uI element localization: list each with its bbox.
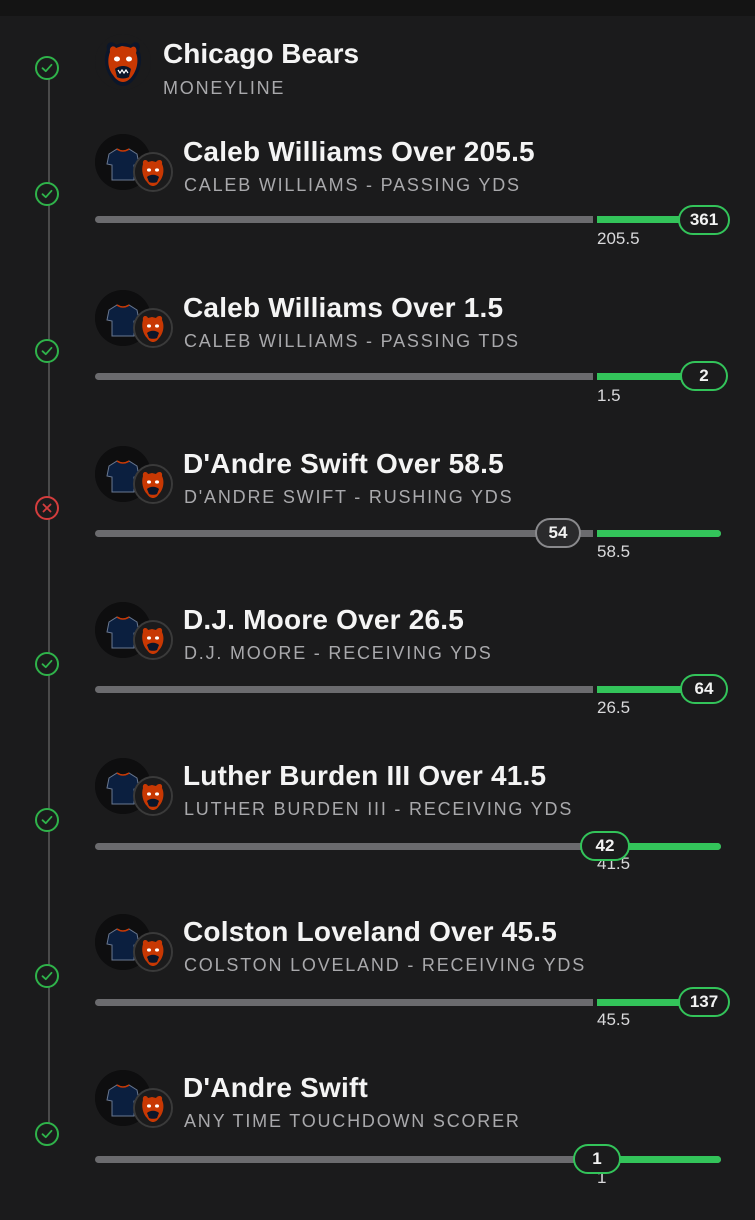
status-won-icon bbox=[35, 808, 59, 832]
actual-value-pill: 64 bbox=[680, 674, 728, 704]
progress-fill bbox=[597, 999, 721, 1006]
status-won-icon bbox=[35, 1122, 59, 1146]
leg-row[interactable]: D'Andre Swift ANY TIME TOUCHDOWN SCORER … bbox=[0, 1070, 755, 1220]
progress-fill bbox=[597, 216, 721, 223]
bears-badge-icon bbox=[133, 620, 173, 660]
leg-subtitle: D.J. MOORE - RECEIVING YDS bbox=[184, 643, 493, 663]
status-won-icon bbox=[35, 652, 59, 676]
bears-logo-icon bbox=[95, 34, 151, 90]
line-marker bbox=[593, 373, 597, 380]
line-value: 1.5 bbox=[597, 386, 621, 405]
line-value: 1 bbox=[597, 1168, 607, 1187]
timeline-line bbox=[48, 68, 50, 1134]
player-avatar bbox=[95, 290, 151, 346]
market-label: MONEYLINE bbox=[163, 78, 286, 98]
progress-fill bbox=[597, 686, 721, 693]
leg-row[interactable]: D'Andre Swift Over 58.5 D'ANDRE SWIFT - … bbox=[0, 446, 755, 596]
status-won-icon bbox=[35, 182, 59, 206]
actual-value-pill: 54 bbox=[535, 518, 581, 548]
status-won-icon bbox=[35, 339, 59, 363]
progress-track bbox=[95, 843, 721, 850]
status-lost-icon bbox=[35, 496, 59, 520]
line-value: 26.5 bbox=[597, 698, 631, 717]
leg-title: Caleb Williams Over 205.5 bbox=[183, 136, 535, 167]
bears-badge-icon bbox=[133, 464, 173, 504]
leg-title: Luther Burden III Over 41.5 bbox=[183, 760, 547, 791]
line-value: 205.5 bbox=[597, 229, 640, 248]
line-value: 45.5 bbox=[597, 1010, 631, 1029]
status-won-icon bbox=[35, 56, 59, 80]
leg-title: D.J. Moore Over 26.5 bbox=[183, 604, 465, 635]
status-won-icon bbox=[35, 964, 59, 988]
progress-fill bbox=[597, 843, 721, 850]
team-name[interactable]: Chicago Bears bbox=[163, 38, 360, 69]
progress-fill bbox=[597, 1156, 721, 1163]
progress-fill bbox=[597, 530, 721, 537]
line-marker bbox=[593, 999, 597, 1006]
leg-title: Caleb Williams Over 1.5 bbox=[183, 292, 504, 323]
actual-value-pill: 361 bbox=[678, 205, 730, 235]
progress-fill bbox=[597, 373, 721, 380]
progress-track bbox=[95, 530, 721, 537]
progress-track bbox=[95, 373, 721, 380]
leg-subtitle: CALEB WILLIAMS - PASSING TDS bbox=[184, 331, 520, 351]
actual-value-pill: 2 bbox=[680, 361, 728, 391]
leg-subtitle: CALEB WILLIAMS - PASSING YDS bbox=[184, 175, 521, 195]
bears-badge-icon bbox=[133, 308, 173, 348]
progress-track bbox=[95, 1156, 721, 1163]
line-value: 58.5 bbox=[597, 542, 631, 561]
actual-value-pill: 1 bbox=[573, 1144, 621, 1174]
bears-badge-icon bbox=[133, 152, 173, 192]
line-marker bbox=[593, 686, 597, 693]
leg-subtitle: D'ANDRE SWIFT - RUSHING YDS bbox=[184, 487, 514, 507]
leg-row[interactable]: Caleb Williams Over 1.5 CALEB WILLIAMS -… bbox=[0, 290, 755, 440]
leg-subtitle: COLSTON LOVELAND - RECEIVING YDS bbox=[184, 955, 587, 975]
leg-subtitle: LUTHER BURDEN III - RECEIVING YDS bbox=[184, 799, 574, 819]
line-marker bbox=[593, 216, 597, 223]
leg-row[interactable]: Colston Loveland Over 45.5 COLSTON LOVEL… bbox=[0, 914, 755, 1064]
line-marker bbox=[593, 530, 597, 537]
leg-row[interactable]: Caleb Williams Over 205.5 CALEB WILLIAMS… bbox=[0, 134, 755, 284]
leg-title: D'Andre Swift Over 58.5 bbox=[183, 448, 504, 479]
leg-subtitle: ANY TIME TOUCHDOWN SCORER bbox=[184, 1111, 521, 1131]
actual-value-pill: 42 bbox=[580, 831, 630, 861]
progress-track bbox=[95, 999, 721, 1006]
bears-badge-icon bbox=[133, 776, 173, 816]
leg-title: D'Andre Swift bbox=[183, 1072, 369, 1103]
progress-track bbox=[95, 216, 721, 223]
bears-badge-icon bbox=[133, 932, 173, 972]
actual-value-pill: 137 bbox=[678, 987, 730, 1017]
leg-row[interactable]: D.J. Moore Over 26.5 D.J. MOORE - RECEIV… bbox=[0, 602, 755, 752]
bears-badge-icon bbox=[133, 1088, 173, 1128]
leg-row[interactable]: Luther Burden III Over 41.5 LUTHER BURDE… bbox=[0, 758, 755, 908]
progress-track bbox=[95, 686, 721, 693]
top-bar bbox=[0, 0, 755, 16]
leg-title: Colston Loveland Over 45.5 bbox=[183, 916, 557, 947]
